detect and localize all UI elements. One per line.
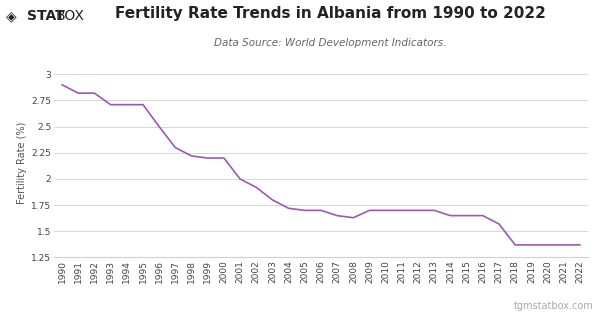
Text: BOX: BOX — [56, 9, 85, 24]
Text: Fertility Rate Trends in Albania from 1990 to 2022: Fertility Rate Trends in Albania from 19… — [115, 6, 545, 21]
Y-axis label: Fertility Rate (%): Fertility Rate (%) — [17, 122, 27, 204]
Text: ◈: ◈ — [6, 9, 17, 24]
Text: Data Source: World Development Indicators.: Data Source: World Development Indicator… — [214, 38, 446, 48]
Text: tgmstatbox.com: tgmstatbox.com — [514, 301, 594, 311]
Text: STAT: STAT — [27, 9, 65, 24]
